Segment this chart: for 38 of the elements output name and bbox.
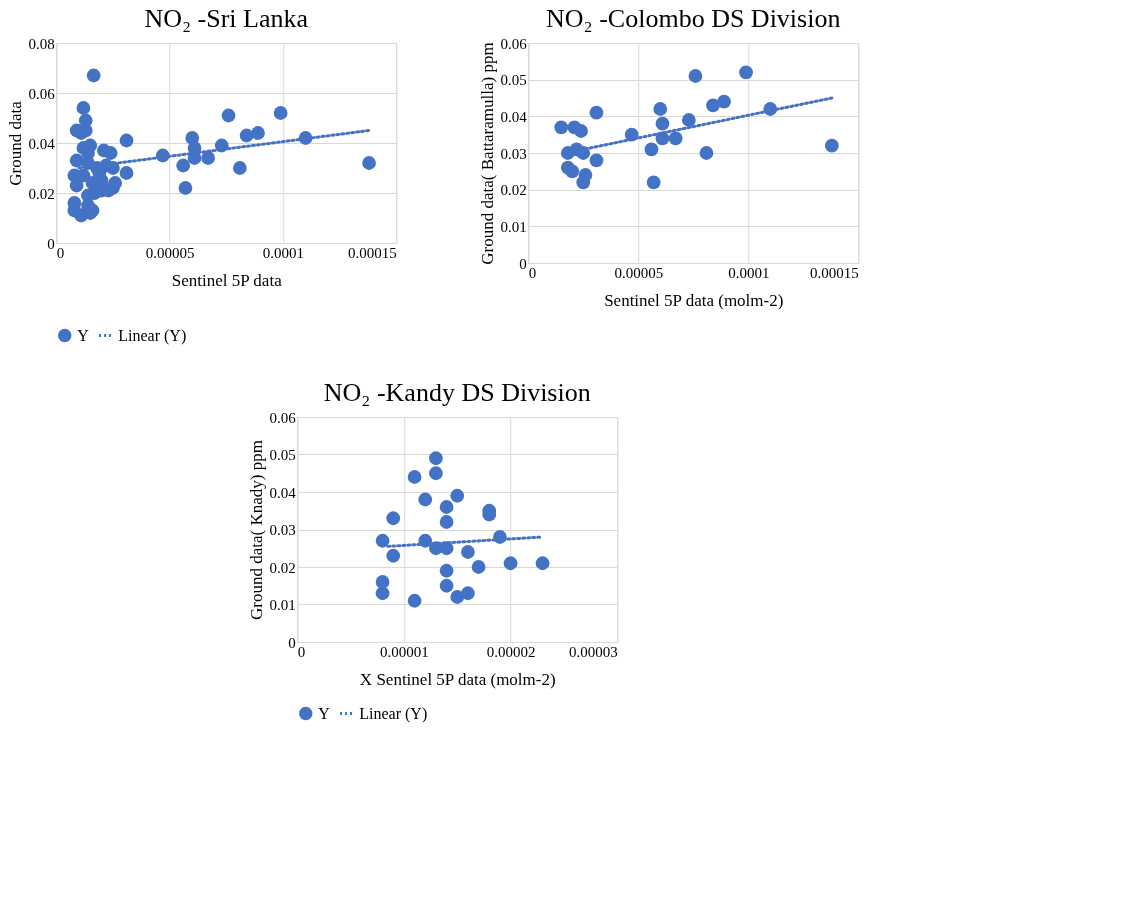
x-axis-title: Sentinel 5P data (molm-2) [604, 290, 784, 310]
x-axis-title: X Sentinel 5P data (molm-2) [359, 669, 556, 689]
y-tick-label: 0.02 [500, 182, 527, 199]
y-tick-label: 0.01 [500, 218, 527, 235]
x-tick-label: 0.0001 [728, 264, 770, 281]
chart-title: NO₂ -Kandy DS Division [323, 378, 591, 407]
y-tick-label: 0.05 [269, 447, 296, 463]
chart-title: NO₂ -Sri Lanka [144, 4, 309, 33]
y-tick-label: 0.03 [269, 522, 296, 538]
x-tick-label: 0.00005 [614, 264, 664, 281]
y-tick-label: 0.08 [28, 35, 55, 52]
x-tick-label: 0.00015 [810, 264, 859, 281]
x-tick-label: 0.00005 [145, 244, 195, 261]
legend-label: Linear (Y) [118, 326, 187, 345]
y-tick-label: 0.04 [500, 108, 528, 125]
legend-label: Linear (Y) [359, 704, 428, 723]
x-tick-label: 0.00003 [569, 643, 618, 660]
x-tick-label: 0.00001 [380, 643, 429, 660]
chart-title: NO₂ -Colombo DS Division [546, 4, 841, 33]
x-axis-title: Sentinel 5P data [171, 270, 283, 290]
y-tick-label: 0.02 [28, 185, 55, 202]
x-tick-label: 0.00002 [486, 643, 536, 660]
y-axis-title: Ground data( Battaramulla) ppm [477, 42, 497, 265]
legend-label: Y [77, 326, 90, 344]
y-tick-label: 0.02 [269, 559, 296, 576]
y-tick-label: 0.03 [500, 145, 527, 162]
y-tick-label: 0.01 [269, 597, 296, 613]
y-tick-label: 0.06 [269, 409, 297, 426]
y-tick-label: 0.04 [269, 484, 297, 501]
x-tick-label: 0.00015 [348, 244, 397, 261]
legend-label: Y [318, 704, 331, 722]
y-tick-label: 0.06 [28, 85, 56, 102]
y-tick-label: 0.05 [500, 72, 527, 89]
y-tick-label: 0.04 [28, 135, 56, 152]
x-tick-label: 0.0001 [262, 244, 305, 261]
y-tick-label: 0.06 [500, 35, 528, 52]
y-axis-title: Ground data( Knady) ppm [246, 440, 266, 620]
y-axis-title: Ground data [5, 100, 25, 186]
